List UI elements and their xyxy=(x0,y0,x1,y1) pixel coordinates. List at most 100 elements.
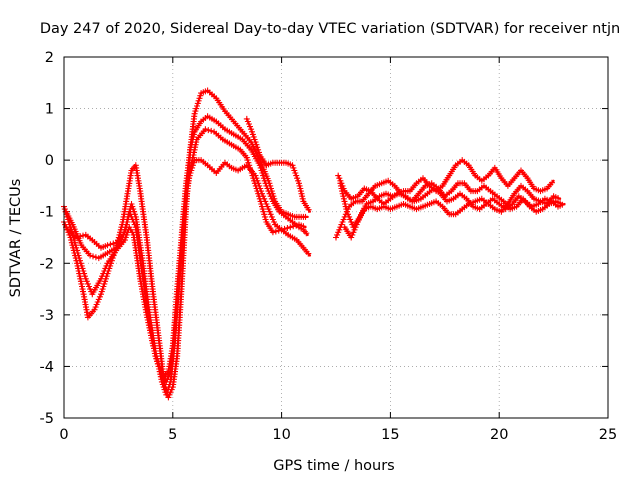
series-line xyxy=(62,89,309,399)
x-axis-label: GPS time / hours xyxy=(273,458,394,474)
data-point-marker xyxy=(107,241,114,248)
data-point-marker xyxy=(90,253,96,260)
data-point-marker xyxy=(559,201,566,208)
data-point-marker xyxy=(62,221,69,228)
data-point-marker xyxy=(154,355,160,362)
data-point-marker xyxy=(340,216,347,223)
data-point-marker xyxy=(267,182,274,189)
data-point-marker xyxy=(287,224,294,231)
data-point-marker xyxy=(335,172,342,179)
data-point-marker xyxy=(269,229,276,236)
data-point-marker xyxy=(165,384,172,391)
x-tick-label: 15 xyxy=(381,427,399,443)
data-point-marker xyxy=(299,193,306,200)
data-point-marker xyxy=(299,195,306,202)
data-point-marker xyxy=(185,177,191,184)
data-point-marker xyxy=(130,206,137,213)
data-point-marker xyxy=(294,175,301,182)
data-point-marker xyxy=(69,242,76,249)
data-point-marker xyxy=(186,172,193,179)
data-point-marker xyxy=(208,127,215,134)
data-point-marker xyxy=(258,201,265,207)
y-axis-label: SDTVAR / TECUs xyxy=(8,179,24,298)
data-point-marker xyxy=(194,103,200,109)
data-point-marker xyxy=(197,92,204,99)
data-point-marker xyxy=(96,293,103,300)
data-point-marker xyxy=(353,221,360,228)
data-point-marker xyxy=(290,164,297,171)
data-point-marker xyxy=(347,216,354,223)
x-tick-label: 25 xyxy=(599,427,617,443)
y-tick-label: -1 xyxy=(40,205,54,221)
data-point-marker xyxy=(193,105,200,112)
data-point-marker xyxy=(255,146,262,153)
grid xyxy=(64,57,608,418)
data-point-marker xyxy=(256,149,262,156)
data-point-marker xyxy=(110,252,117,259)
data-point-marker xyxy=(293,222,300,229)
data-point-marker xyxy=(265,206,272,213)
data-point-marker xyxy=(72,255,79,262)
data-point-marker xyxy=(247,123,253,130)
data-point-marker xyxy=(251,136,258,143)
data-point-marker xyxy=(163,391,170,398)
data-point-marker xyxy=(101,280,108,287)
satellite-track-5 xyxy=(243,115,312,213)
data-series xyxy=(61,87,566,401)
y-tick-label: -2 xyxy=(40,256,54,272)
satellite-track-9 xyxy=(341,182,562,241)
data-point-marker xyxy=(94,299,101,305)
data-point-marker xyxy=(305,250,312,257)
data-point-marker xyxy=(158,378,165,385)
data-point-marker xyxy=(98,291,104,298)
data-point-marker xyxy=(339,188,346,195)
data-point-marker xyxy=(131,211,138,218)
data-point-marker xyxy=(351,226,358,233)
data-point-marker xyxy=(122,224,129,231)
data-point-marker xyxy=(334,231,341,238)
data-point-marker xyxy=(341,198,348,205)
y-tick-label: -3 xyxy=(40,308,54,324)
data-point-marker xyxy=(336,226,343,233)
data-point-marker xyxy=(110,240,117,247)
data-point-marker xyxy=(338,185,345,192)
data-point-marker xyxy=(107,262,114,269)
data-point-marker xyxy=(84,280,91,287)
data-point-marker xyxy=(267,211,274,218)
data-point-marker xyxy=(261,211,268,218)
data-point-marker xyxy=(252,139,259,146)
data-point-marker xyxy=(250,133,257,140)
data-point-marker xyxy=(102,275,109,282)
data-point-marker xyxy=(164,389,171,396)
data-point-marker xyxy=(296,182,303,189)
data-point-marker xyxy=(266,180,273,187)
data-point-marker xyxy=(333,234,339,241)
data-point-marker xyxy=(261,195,268,202)
data-point-marker xyxy=(157,373,164,380)
data-point-marker xyxy=(336,175,343,182)
data-point-marker xyxy=(185,175,192,182)
x-tick-label: 10 xyxy=(272,427,290,443)
data-point-marker xyxy=(80,288,86,295)
data-point-marker xyxy=(271,219,277,225)
data-point-marker xyxy=(81,273,88,280)
data-point-marker xyxy=(292,170,299,176)
data-point-marker xyxy=(296,180,302,187)
data-point-marker xyxy=(253,141,260,148)
data-point-marker xyxy=(249,128,255,135)
data-point-marker xyxy=(120,231,127,238)
data-point-marker xyxy=(252,172,259,179)
data-point-marker xyxy=(268,188,275,195)
data-point-marker xyxy=(302,213,309,220)
data-point-marker xyxy=(108,260,114,267)
data-point-marker xyxy=(270,193,277,200)
data-point-marker xyxy=(75,265,82,272)
data-point-marker xyxy=(191,149,197,156)
data-point-marker xyxy=(100,283,107,290)
data-point-marker xyxy=(155,360,162,367)
data-point-marker xyxy=(340,193,347,200)
data-point-marker xyxy=(71,250,78,256)
y-tick-label: 2 xyxy=(45,50,54,66)
data-point-marker xyxy=(341,213,348,220)
satellite-track-4 xyxy=(63,157,312,398)
